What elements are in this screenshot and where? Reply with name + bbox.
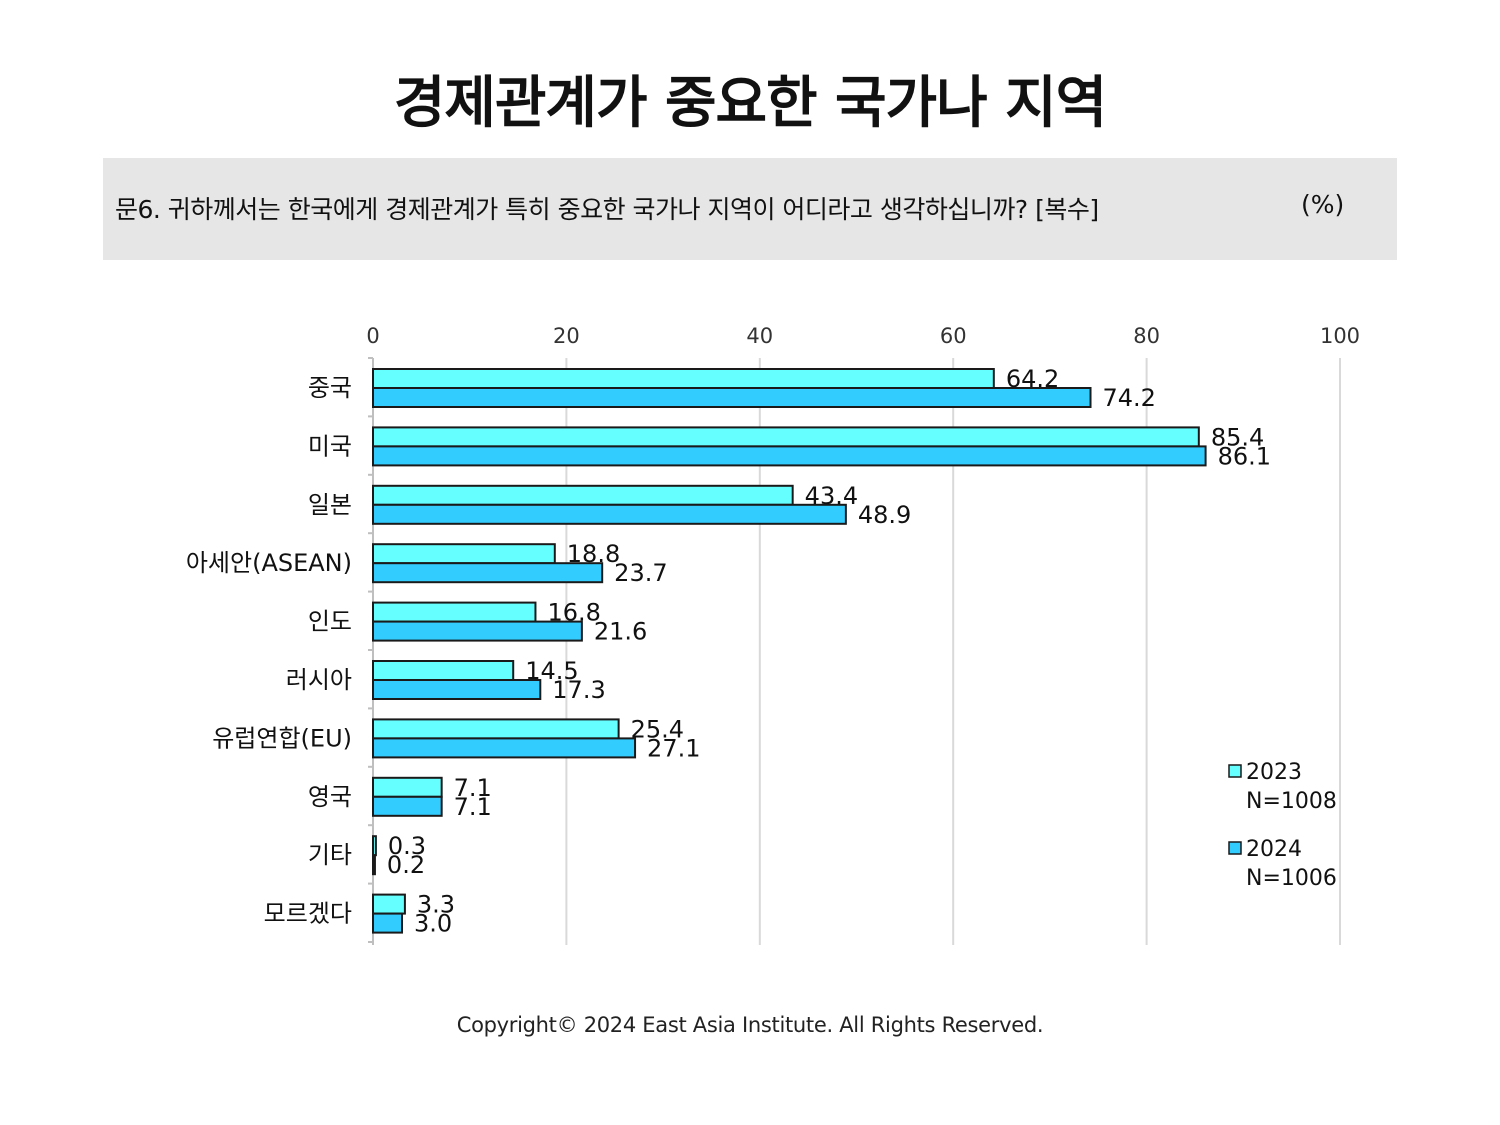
x-tick-label: 60 (940, 324, 967, 348)
question-text: 문6. 귀하께서는 한국에게 경제관계가 특히 중요한 국가나 지역이 어디라고… (115, 195, 1099, 224)
category-label: 러시아 (286, 666, 352, 694)
bar-2023-3 (372, 543, 556, 565)
data-label-2024-0: 74.2 (1103, 384, 1156, 412)
bar-2024-4 (372, 620, 583, 642)
data-label-2023-9: 3.3 (417, 891, 455, 919)
data-label-2024-6: 27.1 (647, 734, 700, 762)
x-tick-label: 20 (553, 324, 580, 348)
bar-2024-1 (372, 445, 1207, 467)
category-label: 기타 (308, 841, 352, 869)
x-axis-ticks: 0 20 40 60 80 100 (366, 324, 1360, 348)
bar-2024-8 (372, 854, 376, 876)
legend-swatch-2024 (1228, 841, 1242, 855)
bar-2023-9 (372, 893, 406, 915)
data-label-2024-7: 7.1 (454, 793, 492, 821)
data-label-2023-1: 85.4 (1211, 423, 1264, 451)
bar-2023-6 (372, 718, 620, 740)
x-tick-label: 80 (1133, 324, 1160, 348)
page-title: 경제관계가 중요한 국가나 지역 (393, 71, 1107, 136)
unit-label: (%) (1301, 190, 1345, 219)
bar-2023-1 (372, 426, 1200, 448)
data-label-2023-7: 7.1 (454, 774, 492, 802)
bar-2023-4 (372, 601, 537, 623)
question-box: 문6. 귀하께서는 한국에게 경제관계가 특히 중요한 국가나 지역이 어디라고… (103, 158, 1397, 260)
category-label: 유럽연합(EU) (212, 724, 352, 752)
category-label: 중국 (308, 374, 352, 402)
bars (372, 368, 1207, 934)
data-label-2024-2: 48.9 (858, 501, 911, 529)
legend-label-2023: 2023 (1246, 760, 1302, 785)
data-label-2023-6: 25.4 (631, 715, 684, 743)
category-label: 미국 (308, 432, 352, 460)
bar-2024-3 (372, 562, 604, 584)
x-tick-label: 40 (746, 324, 773, 348)
category-label: 모르겠다 (264, 900, 352, 928)
bar-2024-2 (372, 503, 847, 525)
bar-2024-5 (372, 679, 542, 700)
data-label-2023-8: 0.3 (388, 832, 426, 860)
legend-sample-size-2024: N=1006 (1246, 866, 1337, 891)
data-label-2024-3: 23.7 (614, 559, 667, 587)
copyright-notice: Copyright© 2024 East Asia Institute. All… (456, 1013, 1044, 1037)
category-label: 아세안(ASEAN) (186, 549, 352, 577)
legend-swatch-2023 (1228, 764, 1242, 778)
data-label-2023-4: 16.8 (547, 599, 600, 627)
bar-2024-9 (372, 912, 404, 934)
bar-2023-0 (372, 368, 995, 389)
legend-label-2024: 2024 (1246, 837, 1302, 862)
bar-2024-6 (372, 737, 637, 759)
data-label-2024-5: 17.3 (552, 676, 605, 704)
bar-2024-0 (372, 387, 1092, 408)
legend: 2023 N=1008 2024 N=1006 (1228, 760, 1337, 891)
category-label: 영국 (308, 783, 352, 811)
data-label-2024-8: 0.2 (387, 851, 425, 879)
bar-2023-2 (372, 484, 794, 506)
bar-2023-8 (372, 835, 377, 857)
data-label-2023-2: 43.4 (805, 482, 858, 510)
category-label: 인도 (308, 608, 352, 636)
category-label: 일본 (308, 491, 352, 519)
x-tick-label: 100 (1320, 324, 1360, 348)
data-label-2024-1: 86.1 (1218, 442, 1271, 470)
bar-2023-5 (372, 660, 515, 681)
data-label-2023-3: 18.8 (567, 540, 620, 568)
bar-2023-7 (372, 776, 443, 798)
bar-chart: 0 20 40 60 80 100 64.2 74.2 85.486.1 43.448.9 18.… (186, 324, 1360, 945)
legend-sample-size-2023: N=1008 (1246, 789, 1337, 814)
data-label-2024-4: 21.6 (594, 618, 647, 646)
data-labels: 64.2 74.2 85.486.1 43.448.9 18.823.7 16.821.6… (387, 365, 1271, 938)
bar-2024-7 (372, 795, 443, 817)
data-label-2024-9: 3.0 (414, 910, 452, 938)
data-label-2023-5: 14.5 (525, 657, 578, 685)
x-tick-label: 0 (366, 324, 379, 348)
data-label-2023-0: 64.2 (1006, 365, 1059, 393)
